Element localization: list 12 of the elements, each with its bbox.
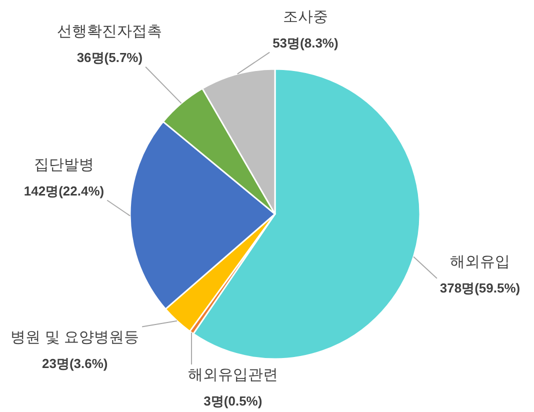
data-label: 36명(5.7%) bbox=[76, 50, 143, 65]
slice-label: 선행확진자접촉 bbox=[57, 22, 162, 40]
data-label: 53명(8.3%) bbox=[272, 35, 338, 50]
data-label: 3명(0.5%) bbox=[204, 394, 262, 408]
slice-label: 해외유입관련 bbox=[188, 366, 278, 384]
slice-label: 해외유입 bbox=[450, 253, 510, 270]
data-label: 378명(59.5%) bbox=[440, 280, 520, 296]
slice-label: 병원 및 요양병원등 bbox=[10, 328, 140, 346]
data-label: 142명(22.4%) bbox=[24, 183, 104, 198]
slice-label: 집단발병 bbox=[34, 156, 94, 174]
slice-label: 조사중 bbox=[282, 8, 328, 26]
data-label: 23명(3.6%) bbox=[42, 356, 108, 371]
